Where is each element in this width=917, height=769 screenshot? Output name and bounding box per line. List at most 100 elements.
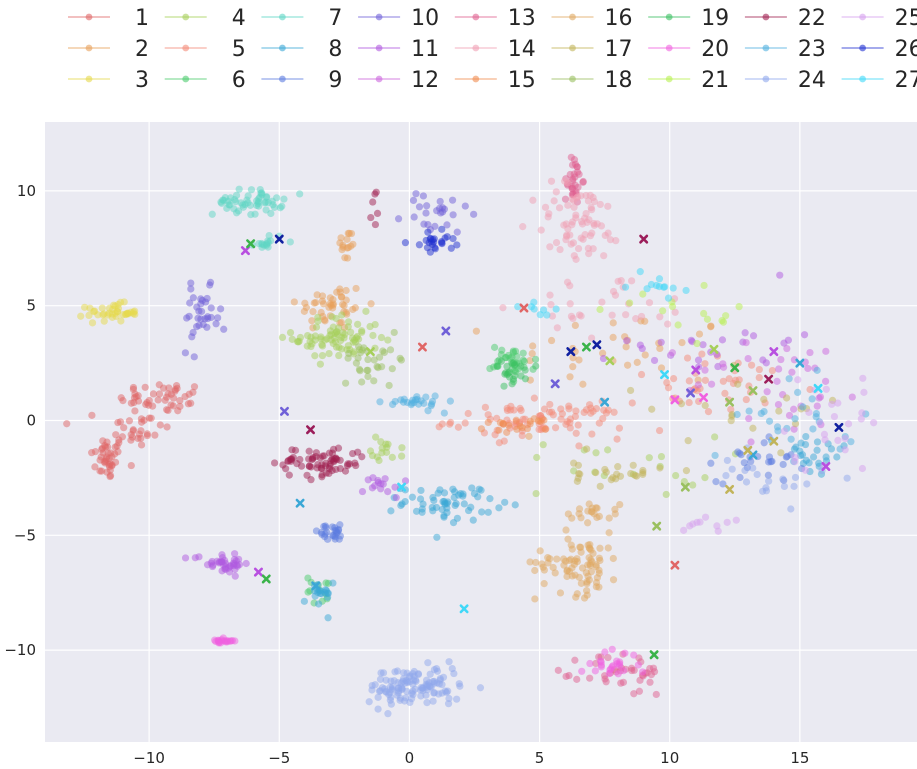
data-point: [822, 385, 830, 393]
data-point: [591, 667, 599, 675]
data-point: [552, 188, 560, 196]
data-point: [513, 352, 521, 360]
data-point: [760, 395, 768, 403]
data-point: [564, 201, 572, 209]
data-point: [573, 168, 582, 176]
data-point: [451, 488, 459, 496]
data-point: [321, 530, 329, 538]
data-point: [571, 656, 579, 664]
data-point: [830, 412, 839, 421]
data-point: [800, 331, 809, 339]
data-point: [476, 684, 485, 692]
data-point: [164, 406, 172, 415]
data-point: [320, 522, 328, 531]
data-point: [574, 421, 582, 429]
data-point: [701, 366, 709, 374]
data-point: [389, 400, 397, 409]
data-point: [804, 364, 812, 373]
legend-marker: [569, 13, 576, 21]
data-point: [441, 687, 449, 695]
data-point: [841, 446, 849, 454]
data-point: [790, 405, 798, 413]
data-point: [193, 303, 201, 311]
data-point: [805, 459, 813, 467]
data-point: [285, 471, 293, 479]
data-point: [749, 464, 757, 472]
data-point: [419, 192, 428, 200]
data-point: [547, 177, 556, 185]
data-point: [633, 358, 641, 366]
data-point: [622, 311, 630, 319]
data-point: [189, 328, 197, 337]
data-point: [637, 370, 646, 379]
data-point: [569, 363, 577, 371]
data-point: [759, 356, 767, 364]
data-point: [382, 448, 391, 456]
data-point: [172, 382, 181, 390]
data-point: [635, 687, 644, 695]
data-point: [586, 191, 594, 199]
data-point: [428, 397, 437, 406]
data-point: [741, 466, 749, 475]
data-point: [207, 559, 215, 567]
data-point: [324, 614, 332, 622]
data-point: [526, 558, 534, 566]
data-point: [387, 677, 395, 685]
data-point: [794, 376, 802, 384]
x-tick-label: 5: [535, 749, 545, 767]
data-point: [438, 681, 446, 689]
x-marker: [680, 482, 690, 492]
data-point: [844, 420, 853, 428]
data-point: [493, 362, 501, 371]
legend-label: 15: [508, 68, 536, 93]
x-tick-label: 0: [405, 749, 415, 767]
data-point: [445, 694, 453, 703]
legend-label: 18: [605, 68, 633, 93]
data-point: [801, 440, 810, 449]
data-point: [282, 465, 290, 473]
data-point: [367, 300, 375, 308]
data-point: [623, 337, 631, 345]
data-point: [106, 471, 115, 480]
x-marker: [550, 379, 560, 389]
x-marker: [274, 234, 284, 244]
data-point: [753, 470, 761, 479]
data-point: [262, 206, 270, 214]
legend-marker: [665, 13, 673, 21]
x-marker: [834, 422, 844, 432]
data-point: [186, 299, 194, 307]
data-point: [81, 303, 89, 311]
data-point: [596, 544, 604, 552]
data-point: [505, 421, 513, 429]
data-point: [584, 541, 592, 549]
data-point: [604, 446, 612, 454]
data-point: [431, 244, 439, 252]
data-point: [372, 188, 380, 196]
data-point: [397, 356, 405, 364]
data-point: [774, 400, 783, 409]
data-point: [585, 500, 593, 508]
data-point: [747, 361, 756, 369]
data-point: [386, 683, 394, 691]
data-point: [809, 453, 818, 461]
data-point: [530, 415, 538, 423]
data-point: [336, 521, 344, 529]
data-point: [127, 461, 135, 470]
data-point: [583, 218, 591, 226]
data-point: [592, 561, 600, 569]
data-point: [613, 657, 621, 665]
data-point: [742, 395, 750, 404]
x-marker: [441, 326, 451, 336]
data-point: [346, 328, 355, 336]
data-point: [559, 555, 568, 563]
legend-marker: [375, 44, 383, 52]
data-point: [685, 377, 693, 385]
series-24: [365, 444, 851, 718]
data-point: [332, 455, 340, 463]
data-point: [468, 484, 476, 492]
data-point: [314, 313, 322, 321]
data-point: [436, 197, 444, 206]
data-point: [94, 311, 102, 319]
data-point: [338, 245, 346, 254]
data-point: [669, 284, 677, 292]
